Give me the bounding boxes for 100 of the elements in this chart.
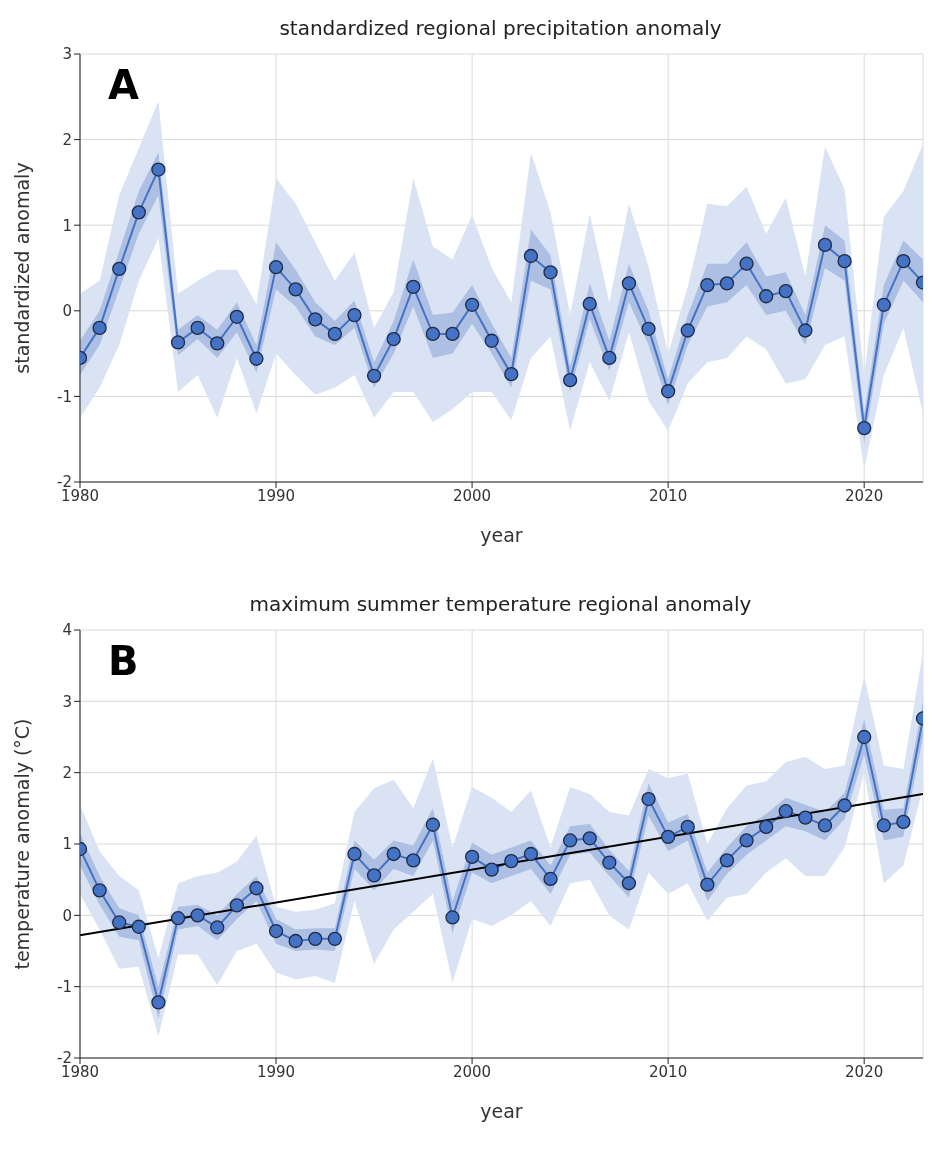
y-tick-label: 2 [62,130,72,149]
point [386,846,401,862]
point [425,817,441,832]
point [739,833,754,848]
point [621,276,637,291]
point [523,846,539,862]
point [660,829,676,845]
point [170,911,186,926]
y-tick-label: 1 [62,835,72,854]
point [562,833,578,848]
point [837,254,852,269]
point [308,931,323,947]
x-tick-label: 2000 [453,1062,492,1081]
y-tick-label: 0 [62,302,72,321]
y-tick-label: 3 [62,45,72,64]
point [817,237,833,253]
point [406,853,421,868]
point [210,920,225,935]
point [798,810,813,825]
point [621,876,637,891]
point [543,871,558,887]
point [504,366,519,382]
chart-title: standardized regional precipitation anomaly [278,15,723,42]
point [562,372,578,388]
point [170,335,186,350]
point [92,883,107,898]
point [347,846,362,862]
point [876,297,891,312]
point [857,420,872,436]
point [131,205,146,220]
x-tick-label: 2020 [845,486,884,505]
point [327,931,343,947]
point [602,350,617,366]
y-tick-label: -1 [57,387,72,406]
point [759,819,774,835]
y-axis-title: temperature anomaly (°C) [10,718,33,970]
point [190,320,205,336]
point [151,995,166,1010]
point [268,923,284,939]
point [445,326,460,342]
point [484,862,499,877]
point [896,254,911,269]
x-tick-label: 2010 [649,1062,688,1081]
point [798,323,813,338]
point [778,283,793,299]
y-tick-label: 3 [62,692,72,711]
y-tick-label: 1 [62,216,72,235]
point [445,910,460,925]
point [739,256,754,271]
point [366,368,382,384]
point [700,877,715,892]
point [876,818,891,833]
point [347,307,362,323]
point [857,729,872,745]
y-tick-label: -1 [57,977,72,996]
point [719,276,735,291]
point [425,326,441,342]
point [249,351,264,366]
y-tick-label: 2 [62,763,72,782]
point [504,853,519,869]
point [680,323,695,338]
point [288,933,303,949]
point [464,849,480,864]
point [308,312,323,327]
point [523,248,539,264]
point [112,261,127,277]
point [896,814,911,830]
point [268,259,284,275]
x-tick-label: 2000 [453,486,492,505]
point [680,819,695,835]
point [112,915,127,930]
point [464,297,480,312]
point [210,336,225,351]
point [660,384,676,399]
point [837,798,852,813]
x-axis-title: year [480,1100,523,1122]
y-tick-label: 4 [62,621,72,640]
point [719,853,735,868]
chart-title: maximum summer temperature regional anomaly [248,591,753,618]
x-tick-label: 2010 [649,486,688,505]
point [543,265,558,280]
point [778,804,793,819]
point [817,818,833,833]
point [151,162,166,177]
point [406,279,421,294]
point [700,277,715,293]
point [366,868,382,883]
point [582,831,597,846]
x-tick-label: 1990 [256,486,296,505]
point [229,898,244,913]
point [249,881,264,896]
annotation: B [108,638,139,684]
point [327,326,343,342]
point [641,791,656,807]
point [229,309,244,324]
point [386,331,401,347]
x-axis-title: year [480,524,523,546]
annotation: A [108,62,139,108]
x-tick-label: 1990 [256,1062,296,1081]
x-tick-label: 2020 [845,1062,884,1081]
